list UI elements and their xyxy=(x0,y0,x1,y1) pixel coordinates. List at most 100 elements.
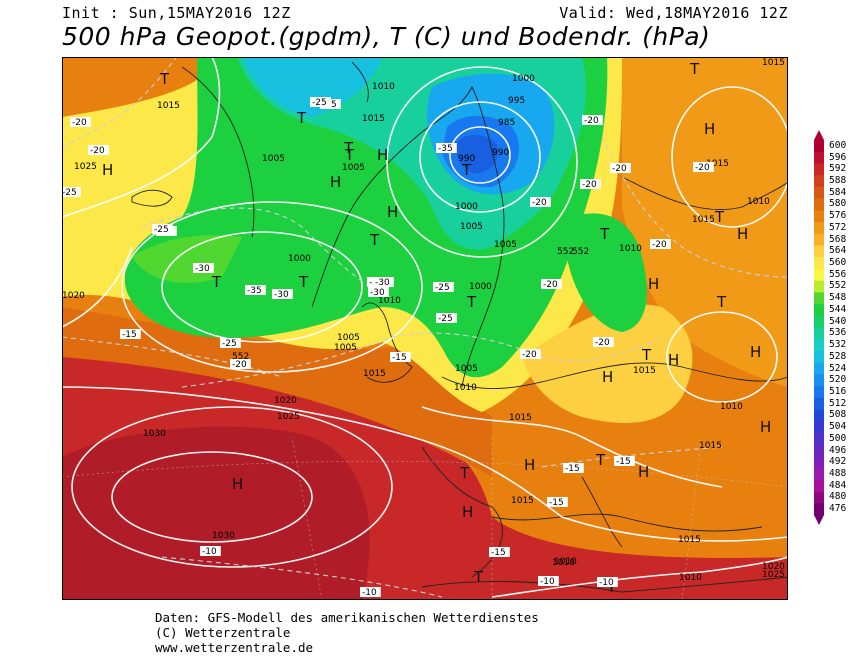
colorbar-tick: 492 xyxy=(829,456,847,468)
temp-label-box xyxy=(120,329,141,339)
low-marker: T xyxy=(296,109,307,127)
high-marker: H xyxy=(387,203,398,221)
colorbar-cell xyxy=(814,233,824,246)
temp-label-box xyxy=(650,239,671,249)
pressure-label: 1005 xyxy=(334,343,357,353)
colorbar-tick: 588 xyxy=(829,175,847,187)
coast-italy xyxy=(581,476,623,548)
isotherm-minus15 xyxy=(62,336,283,378)
colorbar-cell xyxy=(814,245,824,258)
pressure-label: 1015 xyxy=(633,366,656,376)
coast-russia xyxy=(621,176,788,211)
temp-label-box xyxy=(310,97,331,107)
colorbar-cell xyxy=(814,409,824,422)
colorbar-tick: 592 xyxy=(829,163,847,175)
temp-label-box xyxy=(597,577,618,587)
temp-label-box xyxy=(62,187,81,197)
field-orange-ne xyxy=(622,57,788,387)
pressure-label: 1010 xyxy=(747,197,770,207)
field-light-blue xyxy=(242,57,382,117)
isobar-east-high xyxy=(666,311,778,403)
colorbar-tick: 552 xyxy=(829,280,847,292)
colorbar-tick: 504 xyxy=(829,421,847,433)
temp-label-box xyxy=(373,277,394,287)
temp-label-box xyxy=(582,115,603,125)
temp-label-box xyxy=(580,179,601,189)
temp-label: -25 xyxy=(438,314,453,324)
colorbar-tick: 596 xyxy=(829,151,847,163)
colorbar-cell xyxy=(814,456,824,469)
colorbar-cell xyxy=(814,350,824,363)
isobar-1015-west xyxy=(62,57,221,218)
temp-label-box xyxy=(593,337,614,347)
temp-label: -15 xyxy=(616,457,631,467)
colorbar-tick: 536 xyxy=(829,327,847,339)
temp-label-box xyxy=(436,143,457,153)
high-marker: H xyxy=(232,475,243,493)
weather-map: T H T T H T H H T T T T T T H T H H T H … xyxy=(62,57,788,600)
colorbar-cell xyxy=(814,479,824,492)
pressure-label: 1000 xyxy=(288,254,311,264)
colorbar-tick: 560 xyxy=(829,257,847,269)
temp-label: -15 xyxy=(565,464,580,474)
temp-label-box xyxy=(433,282,454,292)
temp-label-box xyxy=(220,338,241,348)
temp-label: -20 xyxy=(582,180,597,190)
temp-label: -20 xyxy=(90,146,105,156)
colorbar-cell xyxy=(814,151,824,164)
high-marker: H xyxy=(330,173,341,191)
pressure-label: 1010 xyxy=(619,244,642,254)
field-yellow-se xyxy=(522,304,693,423)
colorbar-cell xyxy=(814,503,824,516)
pressure-label: 1010 xyxy=(554,557,577,567)
colorbar-tick: 520 xyxy=(829,374,847,386)
high-marker: H xyxy=(668,351,679,369)
pressure-label: 990 xyxy=(458,154,475,164)
colorbar-cell xyxy=(814,280,824,293)
pressure-label: 1025 xyxy=(762,570,785,580)
colorbar-tick: 516 xyxy=(829,385,847,397)
temp-label-box xyxy=(520,349,541,359)
high-marker: H xyxy=(462,503,473,521)
pressure-label: 1015 xyxy=(706,159,729,169)
temp-label: -20 xyxy=(522,350,537,360)
high-marker: H xyxy=(648,275,659,293)
colorbar-cell xyxy=(814,315,824,328)
isobar-1015-south xyxy=(421,406,723,488)
pressure-label: 1020 xyxy=(762,562,785,572)
colorbar-cell xyxy=(814,468,824,481)
pressure-label: 1010 xyxy=(720,402,743,412)
isobar-russia-high xyxy=(671,86,788,228)
low-marker: T xyxy=(466,293,477,311)
isobar-1010-south xyxy=(491,556,788,598)
colorbar-cell xyxy=(814,304,824,317)
temp-label: -10 xyxy=(202,547,217,557)
high-marker: H xyxy=(602,368,613,386)
low-marker: T xyxy=(298,273,309,291)
colorbar-tick: 532 xyxy=(829,339,847,351)
isobar-1020-west xyxy=(62,246,133,328)
colorbar-cell xyxy=(814,444,824,457)
geopot-label: 552 xyxy=(557,247,574,257)
high-marker: H xyxy=(737,225,748,243)
coast-africa xyxy=(421,576,788,593)
temp-label: -30 xyxy=(195,264,210,274)
low-marker: T xyxy=(343,139,354,157)
temp-label: -15 xyxy=(549,498,564,508)
low-marker: T xyxy=(473,568,484,586)
colorbar-tick: 496 xyxy=(829,444,847,456)
temp-label-box xyxy=(547,497,568,507)
colorbar-tick: 556 xyxy=(829,268,847,280)
colorbar-arrow-bottom xyxy=(814,515,824,525)
colorbar-tick: 580 xyxy=(829,198,847,210)
high-marker: H xyxy=(760,418,771,436)
colorbar-cell xyxy=(814,491,824,504)
pressure-label: 1030 xyxy=(143,429,166,439)
pressure-label: 1015 xyxy=(699,441,722,451)
colorbar-tick: 500 xyxy=(829,432,847,444)
temp-label: -20 xyxy=(532,198,547,208)
pressure-label: 1000 xyxy=(455,202,478,212)
isotherm-minus20 xyxy=(181,332,663,388)
pressure-label: 1010 xyxy=(372,82,395,92)
coast-scandinavia xyxy=(311,85,505,388)
